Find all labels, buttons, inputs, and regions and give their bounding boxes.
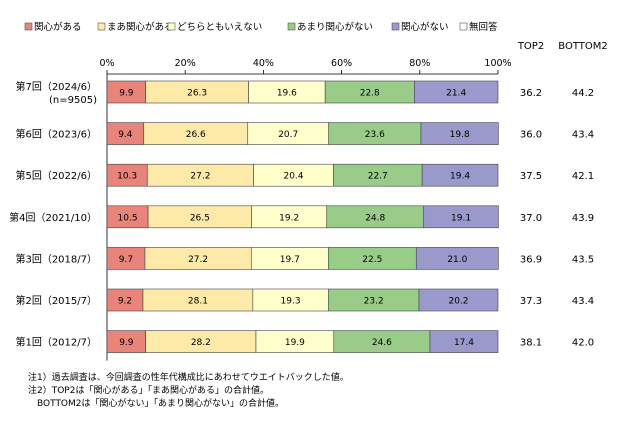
footnote-1: 注1）過去調査は、今回調査の性年代構成比にあわせてウエイトバックした値。 [28, 373, 349, 383]
top2-value: 36.2 [520, 88, 542, 99]
category-label: 第6回（2023/6） [15, 128, 97, 141]
summary-header-top2: TOP2 [517, 41, 544, 52]
legend-swatch [167, 22, 176, 31]
x-tick-label: 80% [409, 58, 430, 69]
legend-swatch [459, 22, 468, 31]
footnote-3: BOTTOM2は「関心がない」「あまり関心がない」の合計値。 [28, 399, 285, 409]
legend-swatch [391, 22, 400, 31]
data-label: 10.5 [118, 213, 138, 223]
legend-label: どちらともいえない [177, 22, 262, 33]
data-label: 23.2 [364, 297, 384, 307]
data-label: 20.4 [283, 172, 303, 182]
data-label: 9.2 [118, 297, 132, 307]
bottom2-value: 44.2 [572, 88, 594, 99]
data-label: 22.5 [362, 255, 382, 265]
category-label: 第7回（2024/6）(n=9505) [15, 80, 97, 106]
data-label: 21.4 [446, 89, 466, 99]
x-tick-label: 20% [175, 58, 196, 69]
data-label: 10.3 [117, 172, 137, 182]
bar-segment [420, 122, 499, 145]
data-label: 19.6 [277, 89, 297, 99]
data-label: 9.9 [119, 89, 134, 99]
data-label: 9.4 [118, 130, 133, 140]
legend-swatch [97, 22, 106, 31]
data-label: 9.9 [119, 338, 134, 348]
x-tick-label: 40% [253, 58, 274, 69]
data-label: 19.9 [285, 338, 305, 348]
data-label: 21.0 [447, 255, 467, 265]
bottom2-value: 43.4 [572, 296, 594, 307]
data-label: 24.6 [372, 338, 392, 348]
data-label: 27.2 [190, 172, 210, 182]
bar-segment [429, 330, 499, 353]
top2-value: 36.9 [520, 254, 542, 265]
top2-value: 37.5 [520, 171, 542, 182]
data-label: 22.8 [360, 89, 380, 99]
legend-label: まあ関心がある [107, 21, 174, 33]
x-tick-label: 60% [331, 58, 352, 69]
category-label: 第3回（2018/7） [15, 252, 97, 265]
data-label: 17.4 [454, 338, 474, 348]
bar-segment [415, 247, 499, 270]
legend-label: 関心がある [34, 21, 82, 33]
legend-swatch [287, 22, 296, 31]
data-label: 24.8 [365, 213, 385, 223]
data-label: 19.7 [280, 255, 300, 265]
bar-segment [414, 80, 499, 104]
summary-header-bottom2: BOTTOM2 [558, 41, 607, 52]
x-tick-label: 100% [484, 58, 511, 69]
data-label: 23.6 [365, 130, 385, 140]
bar-segment [421, 163, 499, 187]
bar-segment [423, 205, 499, 229]
top2-value: 37.3 [520, 296, 542, 307]
data-label: 27.2 [188, 255, 208, 265]
data-label: 22.7 [368, 172, 388, 182]
category-label: 第2回（2015/7） [15, 294, 97, 307]
bar-segment [418, 288, 499, 312]
category-label: 第5回（2022/6） [15, 169, 97, 182]
data-label: 19.4 [450, 172, 470, 182]
legend-label: あまり関心がない [297, 21, 373, 33]
legend-label: 関心がない [401, 21, 449, 33]
data-label: 26.3 [187, 89, 207, 99]
data-label: 19.2 [279, 213, 299, 223]
top2-value: 38.1 [520, 338, 542, 349]
bottom2-value: 43.4 [572, 130, 594, 141]
bottom2-value: 43.5 [572, 254, 594, 265]
data-label: 9.7 [119, 255, 133, 265]
data-label: 20.2 [448, 297, 468, 307]
data-label: 19.1 [451, 213, 471, 223]
bottom2-value: 42.0 [572, 338, 594, 349]
category-label: 第4回（2021/10） [9, 211, 97, 224]
data-label: 26.6 [186, 130, 206, 140]
bottom2-value: 42.1 [572, 171, 594, 182]
data-label: 28.1 [188, 297, 208, 307]
footnote-2: 注2）TOP2は「関心がある」「まあ関心がある」の合計値。 [28, 386, 269, 396]
x-tick-label: 0% [99, 58, 114, 69]
data-label: 28.2 [191, 338, 211, 348]
stacked-bar-chart: 関心がある まあ関心がある どちらともいえない あまり関心がない 関心がない 無回答 TOP… [9, 21, 608, 361]
top2-value: 37.0 [520, 213, 542, 224]
top2-value: 36.0 [520, 130, 542, 141]
data-label: 26.5 [190, 213, 210, 223]
legend-swatch [24, 22, 33, 31]
bottom2-value: 43.9 [572, 213, 594, 224]
data-label: 20.7 [278, 130, 298, 140]
footnotes: 注1）過去調査は、今回調査の性年代構成比にあわせてウエイトバックした値。 注2）… [28, 372, 349, 411]
category-label: 第1回（2012/7） [15, 336, 97, 349]
data-label: 19.8 [450, 130, 470, 140]
data-label: 19.3 [281, 297, 301, 307]
legend-label: 無回答 [469, 21, 498, 33]
